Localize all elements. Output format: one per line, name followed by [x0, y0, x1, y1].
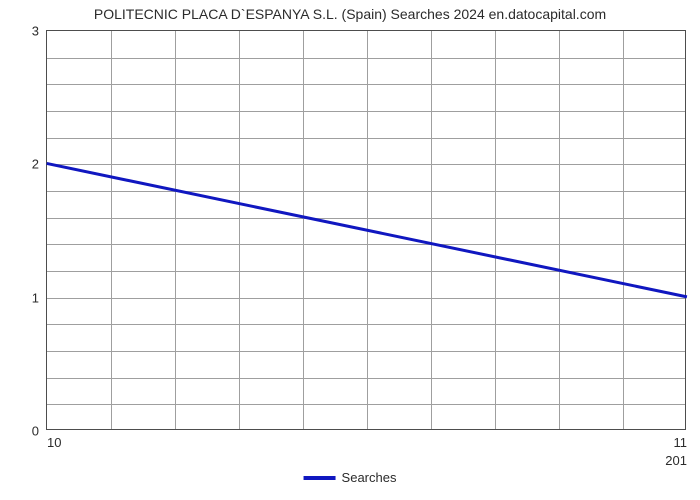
- chart-title: POLITECNIC PLACA D`ESPANYA S.L. (Spain) …: [0, 6, 700, 22]
- gridline-horizontal: [47, 404, 685, 405]
- gridline-horizontal: [47, 378, 685, 379]
- y-tick-label: 3: [32, 24, 47, 39]
- gridline-vertical: [495, 31, 496, 429]
- y-tick-label: 1: [32, 290, 47, 305]
- x-tick-label: 10: [47, 429, 61, 450]
- gridline-vertical: [239, 31, 240, 429]
- x-sub-label: 201: [665, 453, 687, 468]
- legend: Searches: [304, 470, 397, 485]
- gridline-vertical: [559, 31, 560, 429]
- gridline-vertical: [111, 31, 112, 429]
- gridline-horizontal: [47, 324, 685, 325]
- gridline-horizontal: [47, 111, 685, 112]
- gridline-horizontal: [47, 191, 685, 192]
- gridline-vertical: [623, 31, 624, 429]
- gridline-horizontal: [47, 58, 685, 59]
- gridline-vertical: [303, 31, 304, 429]
- legend-label: Searches: [342, 470, 397, 485]
- chart-container: POLITECNIC PLACA D`ESPANYA S.L. (Spain) …: [0, 0, 700, 500]
- gridline-horizontal: [47, 351, 685, 352]
- gridline-horizontal: [47, 138, 685, 139]
- gridline-vertical: [431, 31, 432, 429]
- gridline-horizontal: [47, 298, 685, 299]
- gridline-horizontal: [47, 164, 685, 165]
- gridline-horizontal: [47, 84, 685, 85]
- plot-area: 01231011201: [46, 30, 686, 430]
- y-tick-label: 0: [32, 424, 47, 439]
- x-tick-label: 11: [674, 429, 688, 450]
- gridline-horizontal: [47, 244, 685, 245]
- gridline-vertical: [175, 31, 176, 429]
- gridline-horizontal: [47, 271, 685, 272]
- legend-swatch: [304, 476, 336, 480]
- gridline-horizontal: [47, 218, 685, 219]
- y-tick-label: 2: [32, 157, 47, 172]
